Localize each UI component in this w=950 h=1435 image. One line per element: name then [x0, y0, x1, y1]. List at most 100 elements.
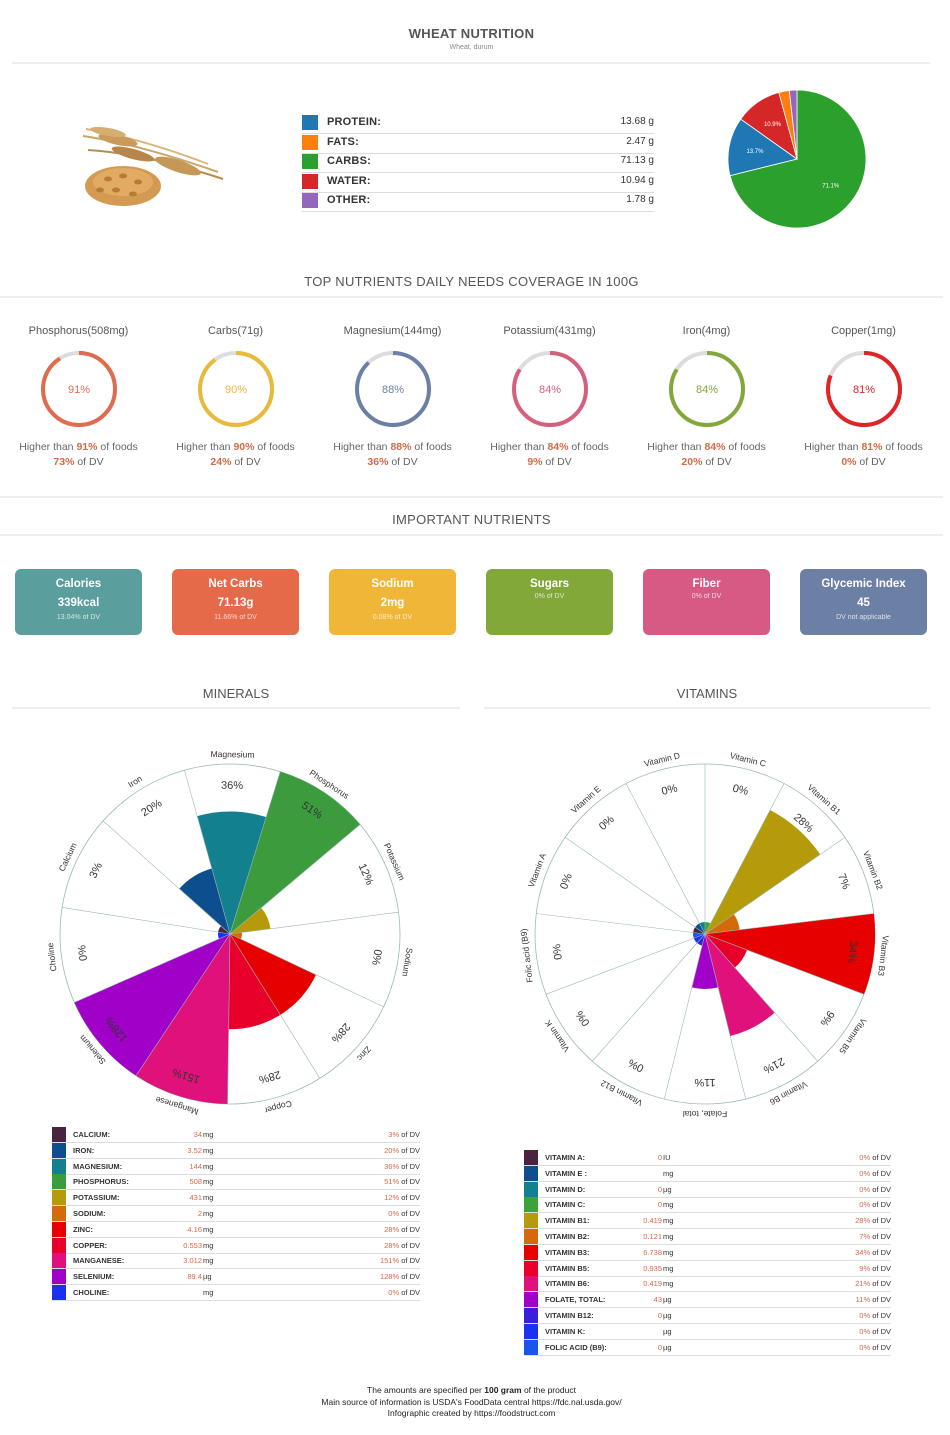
card-title: Fiber	[692, 578, 721, 590]
wheat-image	[82, 126, 224, 206]
macro-name: FATS:	[327, 135, 359, 148]
important-title: IMPORTANT NUTRIENTS	[392, 512, 551, 527]
divider	[0, 296, 943, 298]
polar-category-label: Magnesium	[211, 749, 255, 760]
polar-spoke	[229, 771, 281, 935]
row-amount: 0.121	[643, 1232, 662, 1241]
coverage-higher-text: Higher than 91% of foods	[19, 441, 138, 453]
row-name: VITAMIN B3:	[545, 1247, 590, 1257]
polar-spoke	[704, 933, 865, 995]
table-row: VITAMIN B1: 0.419 mg 28% of DV	[524, 1213, 891, 1230]
row-amount: 89.4	[187, 1272, 202, 1282]
row-unit: mg	[663, 1200, 674, 1210]
wheat-grains-icon	[85, 166, 161, 206]
polar-wedge-vitamin-b2	[705, 914, 740, 934]
polar-category-label: Choline	[45, 942, 59, 972]
row-dv: 0% of DV	[388, 1288, 420, 1297]
card-title: Sugars	[530, 578, 569, 590]
table-row: VITAMIN C: 0 mg 0% of DV	[524, 1197, 891, 1214]
divider	[12, 62, 930, 64]
table-row: CHOLINE: mg 0% of DV	[52, 1285, 420, 1301]
row-unit: mg	[203, 1288, 214, 1297]
card-subtext: 11.66% of DV	[214, 614, 257, 621]
footer-source: Main source of information is USDA's Foo…	[321, 1396, 622, 1407]
row-dv: 21% of DV	[855, 1279, 891, 1289]
legend-swatch	[302, 154, 318, 169]
polar-data-label: 36%	[221, 780, 243, 792]
row-color-swatch	[52, 1190, 66, 1206]
coverage-label: Potassium(431mg)	[503, 325, 596, 337]
row-dv: 28% of DV	[384, 1224, 420, 1234]
row-dv: 128% of DV	[379, 1272, 420, 1282]
pie-data-label: 71.1%	[822, 183, 840, 189]
row-color-swatch	[524, 1197, 538, 1213]
row-dv: 0% of DV	[859, 1311, 891, 1320]
row-dv: 36% of DV	[384, 1161, 420, 1171]
row-amount: 508	[189, 1177, 202, 1187]
coverage-label: Phosphorus(508mg)	[28, 325, 129, 337]
row-unit: mg	[663, 1247, 674, 1257]
coverage-percent: 91%	[67, 384, 89, 396]
polar-wedge-folate-total	[691, 934, 719, 989]
macro-name: OTHER:	[327, 194, 371, 206]
macro-name: PROTEIN:	[327, 116, 382, 128]
polar-wedge-magnesium	[197, 811, 267, 934]
row-unit: mg	[203, 1224, 214, 1234]
polar-data-label: 34%	[845, 940, 860, 964]
card-value: 71.13g	[217, 597, 254, 609]
row-unit: mg	[203, 1240, 214, 1250]
coverage-label: Carbs(71g)	[207, 325, 264, 337]
coverage-higher-text: Higher than 88% of foods	[333, 441, 452, 453]
row-color-swatch	[524, 1229, 538, 1244]
polar-wedge-potassium	[230, 907, 271, 934]
row-unit: mg	[663, 1263, 674, 1273]
row-name: VITAMIN E :	[545, 1168, 587, 1178]
coverage-percent: 81%	[852, 384, 874, 396]
coverage-ring-fill	[825, 351, 902, 427]
legend-swatch	[302, 115, 318, 130]
polar-data-label: 7%	[835, 872, 852, 891]
table-row: VITAMIN B3: 6.738 mg 34% of DV	[524, 1244, 891, 1261]
row-unit: mg	[203, 1145, 214, 1155]
coverage-dv-text: 20% of DV	[681, 456, 732, 468]
polar-wedge-sodium	[230, 932, 242, 940]
row-unit: µg	[663, 1295, 672, 1305]
coverage-dv-text: 9% of DV	[527, 456, 572, 468]
polar-spoke	[229, 911, 399, 935]
coverage-dv-text: 73% of DV	[53, 456, 104, 468]
row-name: VITAMIN A:	[545, 1153, 585, 1162]
legend-swatch	[302, 193, 318, 208]
polar-spoke	[545, 933, 706, 995]
row-name: POTASSIUM:	[73, 1193, 120, 1203]
polar-spoke	[102, 820, 231, 935]
coverage-percent: 90%	[224, 384, 246, 396]
row-amount: 0.419	[643, 1279, 662, 1289]
table-row: IRON: 3.52 mg 20% of DV	[52, 1142, 420, 1159]
row-color-swatch	[524, 1181, 538, 1197]
polar-spoke	[564, 837, 706, 935]
coverage-percent: 88%	[381, 384, 403, 396]
nutrient-card-sugars: Sugars 0% of DV	[486, 569, 613, 635]
row-unit: mg	[203, 1130, 214, 1139]
row-unit: mg	[663, 1168, 674, 1178]
row-unit: µg	[663, 1326, 672, 1336]
row-unit: mg	[663, 1216, 674, 1226]
macro-value: 10.94 g	[620, 174, 654, 186]
row-amount: 0.419	[643, 1216, 662, 1226]
polar-spoke	[704, 933, 746, 1100]
coverage-ring: 81%	[825, 351, 902, 427]
nutrient-card-glycemic-index: Glycemic Index 45 DV not applicable	[800, 569, 927, 635]
polar-wedge-copper	[228, 934, 281, 1030]
divider	[0, 496, 943, 498]
row-color-swatch	[524, 1260, 538, 1276]
row-color-swatch	[524, 1276, 538, 1292]
coverage-ring: 88%	[354, 351, 431, 427]
page-title: WHEAT NUTRITION	[408, 26, 535, 41]
row-name: VITAMIN K:	[545, 1326, 586, 1336]
polar-category-label: Vitamin C	[729, 750, 767, 768]
row-amount: 0	[657, 1342, 662, 1352]
row-dv: 28% of DV	[855, 1216, 891, 1226]
legend-swatch	[302, 173, 318, 189]
pie-data-label: 10.9%	[764, 122, 782, 128]
